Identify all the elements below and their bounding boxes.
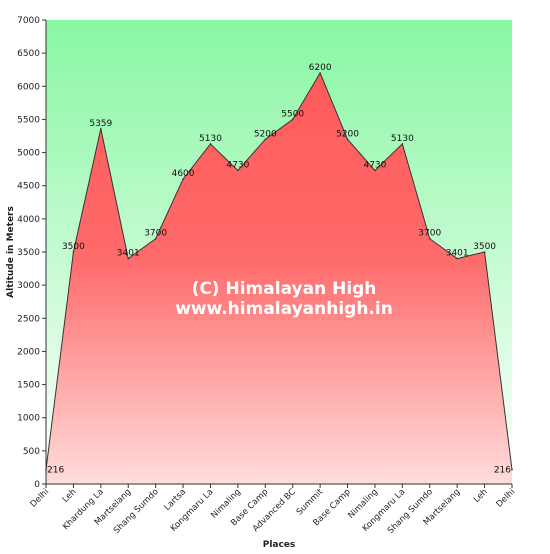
y-tick-label: 2000 bbox=[17, 347, 40, 357]
y-tick-label: 500 bbox=[23, 447, 40, 457]
data-point bbox=[483, 251, 486, 253]
data-label: 5200 bbox=[254, 129, 277, 139]
data-label: 3700 bbox=[144, 229, 167, 239]
x-axis-title: Places bbox=[263, 540, 296, 550]
data-point bbox=[374, 169, 376, 172]
y-tick-label: 4500 bbox=[17, 182, 40, 192]
data-point bbox=[428, 237, 431, 240]
watermark-title: (C) Himalayan High bbox=[192, 279, 377, 299]
data-point bbox=[456, 257, 458, 260]
data-point bbox=[401, 143, 404, 145]
watermark-url: www.himalayanhigh.in bbox=[175, 299, 393, 319]
y-tick-label: 5000 bbox=[17, 149, 40, 159]
data-point bbox=[291, 118, 294, 121]
data-label: 216 bbox=[47, 466, 64, 476]
data-point bbox=[154, 237, 157, 240]
area-fill bbox=[46, 73, 512, 484]
data-label: 5500 bbox=[281, 109, 304, 119]
data-point bbox=[182, 178, 184, 180]
data-point bbox=[511, 468, 513, 471]
y-tick-label: 3000 bbox=[17, 281, 40, 291]
data-point bbox=[127, 257, 130, 260]
data-label: 4730 bbox=[363, 160, 386, 170]
data-label: 3500 bbox=[473, 242, 496, 252]
data-label: 5130 bbox=[391, 134, 414, 144]
data-label: 5200 bbox=[336, 129, 359, 139]
data-point bbox=[72, 251, 75, 253]
x-tick-label: Delhi bbox=[495, 487, 518, 510]
data-point bbox=[346, 138, 349, 141]
data-point bbox=[264, 138, 267, 141]
y-tick-label: 3500 bbox=[17, 248, 40, 258]
data-label: 3401 bbox=[117, 249, 140, 259]
data-point bbox=[237, 169, 239, 172]
y-tick-label: 6500 bbox=[17, 49, 40, 59]
y-tick-label: 5500 bbox=[17, 115, 40, 125]
data-label: 4600 bbox=[172, 169, 195, 179]
y-tick-label: 2500 bbox=[17, 314, 40, 324]
x-tick-label: Leh bbox=[472, 487, 490, 505]
y-tick-label: 6000 bbox=[17, 82, 40, 92]
y-tick-label: 4000 bbox=[17, 215, 40, 225]
data-label: 216 bbox=[494, 466, 511, 476]
y-tick-label: 7000 bbox=[17, 16, 40, 26]
data-point bbox=[209, 143, 212, 145]
data-label: 3700 bbox=[418, 229, 441, 239]
y-tick-label: 1500 bbox=[17, 381, 40, 391]
data-label: 3401 bbox=[446, 249, 469, 259]
data-labels: 216 3500 5359 3401 3700 4600 5130 4730 5200 5500 6… bbox=[47, 63, 511, 476]
y-tick-label: 1000 bbox=[17, 414, 40, 424]
y-tick-label: 0 bbox=[34, 480, 40, 490]
data-label: 3500 bbox=[62, 242, 85, 252]
data-label: 5359 bbox=[89, 119, 112, 129]
data-label: 6200 bbox=[309, 63, 332, 73]
x-tick-label: Lartsa bbox=[162, 487, 188, 513]
y-axis-ticks: 0 500 1000 1500 2000 2500 3000 3500 4000 4500 5000… bbox=[17, 16, 46, 490]
data-point bbox=[100, 127, 102, 130]
y-axis-title: Altitude in Meters bbox=[6, 206, 16, 298]
data-label: 5130 bbox=[199, 134, 222, 144]
series-line bbox=[45, 71, 513, 470]
data-label: 4730 bbox=[226, 160, 249, 170]
area-series-layer bbox=[45, 71, 513, 484]
x-tick-label: Delhi bbox=[29, 487, 52, 510]
x-tick-label: Leh bbox=[61, 487, 79, 505]
data-point bbox=[319, 72, 321, 74]
